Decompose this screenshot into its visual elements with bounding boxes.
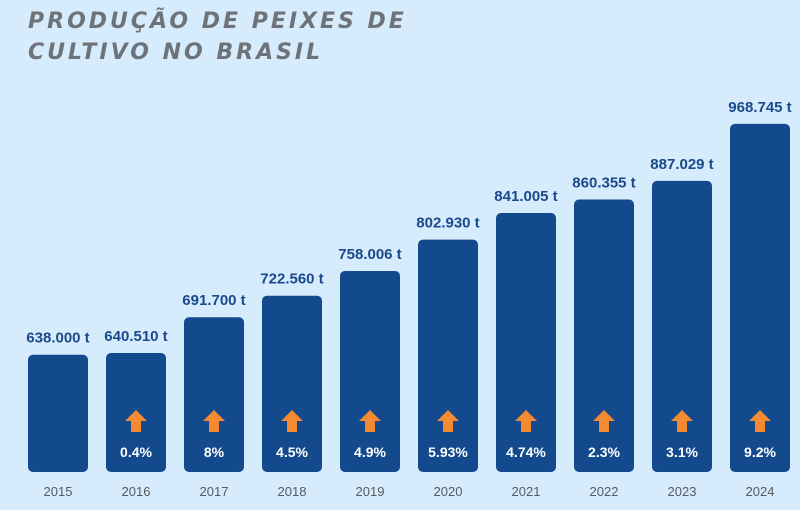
growth-arrow-up-icon xyxy=(125,410,147,432)
value-label-2020: 802.930 t xyxy=(416,215,479,232)
value-label-2015: 638.000 t xyxy=(26,330,89,347)
year-label-2024: 2024 xyxy=(746,484,775,499)
bar-2018 xyxy=(262,295,322,472)
growth-arrow-up-icon xyxy=(671,410,693,432)
value-label-2023: 887.029 t xyxy=(650,156,713,173)
growth-arrow-up-icon xyxy=(281,410,303,432)
year-label-2019: 2019 xyxy=(356,484,385,499)
value-label-2021: 841.005 t xyxy=(494,188,557,205)
year-label-2020: 2020 xyxy=(434,484,463,499)
bar-2015 xyxy=(28,354,88,472)
growth-arrow-up-icon xyxy=(515,410,537,432)
year-label-2018: 2018 xyxy=(278,484,307,499)
growth-label-2016: 0.4% xyxy=(120,444,152,460)
bar-2017 xyxy=(184,317,244,472)
chart-title-line-1: PRODUÇÃO DE PEIXES DE xyxy=(28,9,407,34)
growth-label-2019: 4.9% xyxy=(354,444,386,460)
value-label-2016: 640.510 t xyxy=(104,328,167,345)
growth-label-2017: 8% xyxy=(204,444,225,460)
chart-title-line-2: CULTIVO NO BRASIL xyxy=(28,40,324,65)
growth-label-2020: 5.93% xyxy=(428,444,468,460)
growth-label-2018: 4.5% xyxy=(276,444,308,460)
growth-arrow-up-icon xyxy=(203,410,225,432)
growth-arrow-up-icon xyxy=(437,410,459,432)
value-label-2017: 691.700 t xyxy=(182,292,245,309)
growth-label-2021: 4.74% xyxy=(506,444,546,460)
bar-2019 xyxy=(340,270,400,472)
bar-2021 xyxy=(496,213,556,472)
bar-2022 xyxy=(574,199,634,472)
growth-label-2024: 9.2% xyxy=(744,444,776,460)
year-label-2021: 2021 xyxy=(512,484,541,499)
growth-arrow-up-icon xyxy=(593,410,615,432)
value-label-2019: 758.006 t xyxy=(338,246,401,263)
bar-2020 xyxy=(418,239,478,472)
chart-title: PRODUÇÃO DE PEIXES DE CULTIVO NO BRASIL xyxy=(28,6,407,68)
bar-2023 xyxy=(652,180,712,472)
growth-label-2023: 3.1% xyxy=(666,444,698,460)
growth-arrow-up-icon xyxy=(749,410,771,432)
year-label-2015: 2015 xyxy=(44,484,73,499)
value-label-2022: 860.355 t xyxy=(572,175,635,192)
growth-label-2022: 2.3% xyxy=(588,444,620,460)
bar-2024 xyxy=(730,123,790,472)
value-label-2024: 968.745 t xyxy=(728,99,791,116)
value-label-2018: 722.560 t xyxy=(260,271,323,288)
year-label-2017: 2017 xyxy=(200,484,229,499)
year-label-2023: 2023 xyxy=(668,484,697,499)
year-label-2022: 2022 xyxy=(590,484,619,499)
growth-arrow-up-icon xyxy=(359,410,381,432)
year-label-2016: 2016 xyxy=(122,484,151,499)
